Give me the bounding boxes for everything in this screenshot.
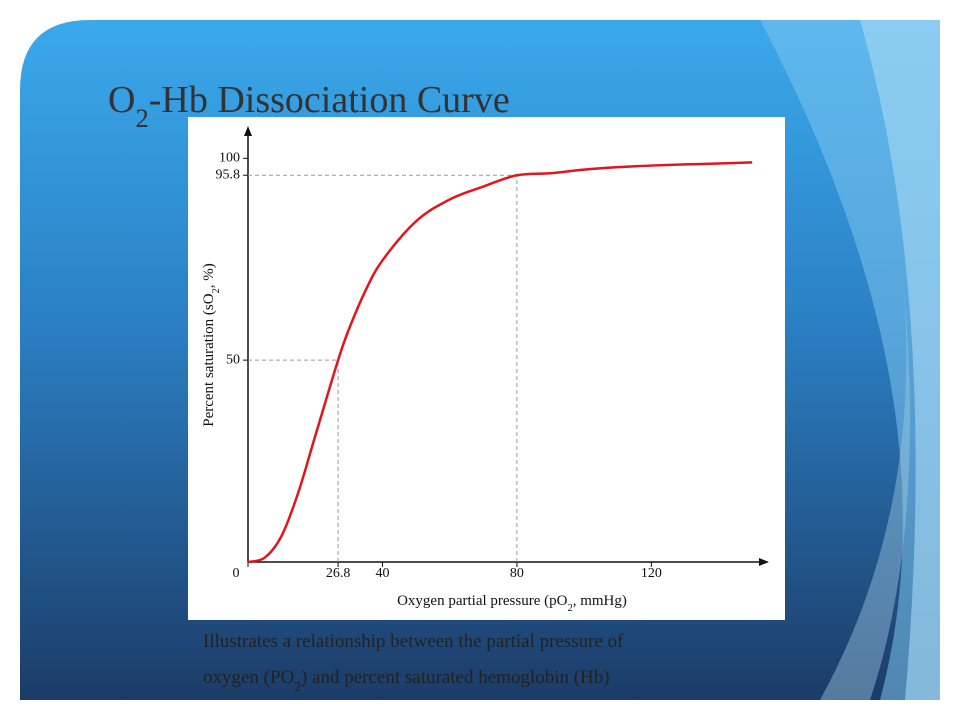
text-part: , mmHg) — [573, 593, 627, 609]
text-part: O — [108, 79, 135, 121]
decoration — [860, 20, 940, 700]
caption-line: Illustrates a relationship between the p… — [203, 631, 624, 652]
x-tick-label: 120 — [641, 566, 662, 581]
text-part: Oxygen partial pressure (pO — [397, 593, 568, 609]
x-tick-label: 0 — [233, 566, 240, 581]
text-part: oxygen (PO — [203, 667, 294, 688]
text-part: ) and percent saturated hemoglobin (Hb) — [301, 667, 610, 688]
caption-line: oxygen (PO2) and percent saturated hemog… — [203, 667, 610, 694]
slide-title: O2-Hb Dissociation Curve — [108, 79, 510, 133]
subscript: 2 — [135, 103, 148, 133]
x-axis-label: Oxygen partial pressure (pO2, mmHg) — [397, 593, 627, 614]
y-axis-arrow — [244, 126, 252, 136]
y-axis-label: Percent saturation (sO2, %) — [201, 263, 222, 427]
chart-panel — [188, 117, 785, 620]
x-tick-label: 80 — [510, 566, 524, 581]
y-tick-label: 100 — [219, 151, 240, 166]
x-axis-arrow — [759, 558, 769, 566]
text-part: Percent saturation (sO — [201, 293, 217, 426]
text-part: -Hb Dissociation Curve — [149, 79, 510, 121]
text-part: , %) — [201, 263, 217, 288]
y-tick-label: 50 — [226, 352, 240, 367]
decoration — [760, 20, 940, 700]
text-part: Illustrates a relationship between the p… — [203, 631, 624, 652]
subscript: 2 — [567, 603, 572, 614]
x-tick-label: 40 — [375, 566, 389, 581]
curve — [247, 161, 753, 564]
y-tick-label: 95.8 — [216, 167, 241, 182]
decoration — [820, 250, 910, 700]
subscript: 2 — [294, 679, 301, 694]
x-tick-label: 26.8 — [326, 566, 351, 581]
subscript: 2 — [211, 288, 222, 293]
